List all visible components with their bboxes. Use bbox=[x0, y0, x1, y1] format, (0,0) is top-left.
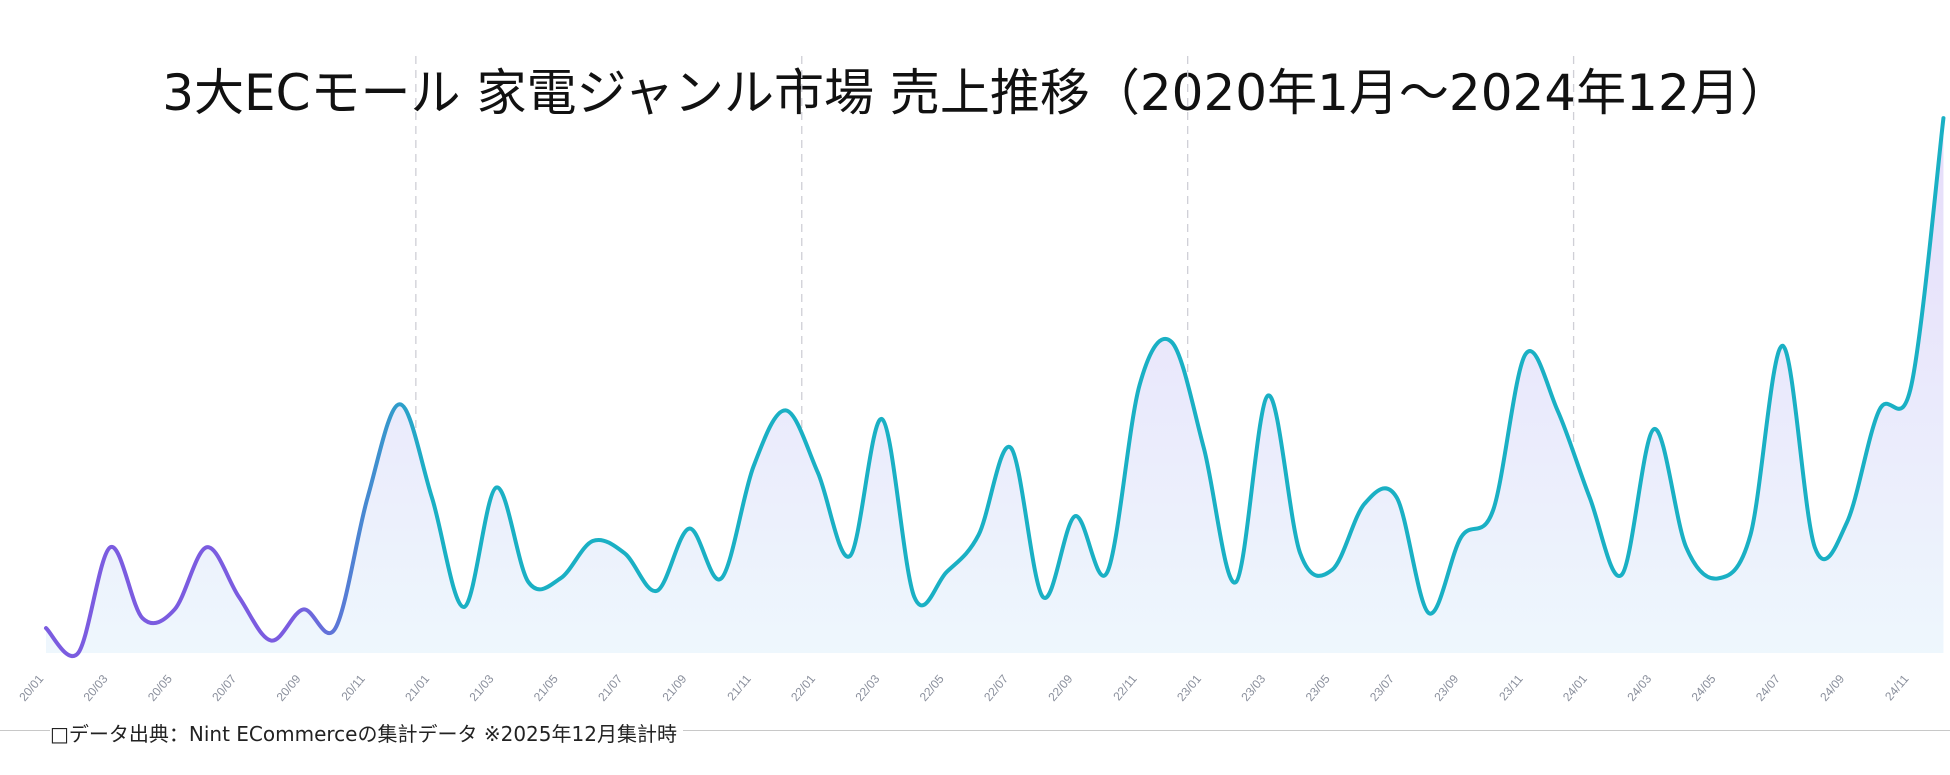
data-point-23/06 bbox=[1362, 501, 1368, 507]
footer-divider bbox=[0, 730, 1950, 731]
data-point-24/11 bbox=[1908, 383, 1914, 389]
data-source-note: □データ出典：Nint ECommerceの集計データ ※2025年12月集計時 bbox=[50, 718, 683, 747]
data-point-22/09 bbox=[1072, 513, 1078, 519]
data-point-23/04 bbox=[1297, 550, 1303, 556]
x-tick-label: 20/09 bbox=[274, 672, 304, 704]
x-tick-label: 24/01 bbox=[1560, 672, 1590, 704]
x-tick-label: 21/11 bbox=[724, 672, 754, 704]
data-point-23/03 bbox=[1265, 392, 1271, 398]
x-tick-label: 23/01 bbox=[1174, 672, 1204, 704]
data-point-20/11 bbox=[365, 495, 371, 501]
data-point-23/02 bbox=[1233, 579, 1239, 585]
data-point-20/08 bbox=[268, 638, 274, 644]
data-point-20/01 bbox=[43, 625, 49, 631]
data-point-21/05 bbox=[558, 575, 564, 581]
data-point-20/10 bbox=[332, 625, 338, 631]
x-tick-label: 20/05 bbox=[145, 672, 175, 704]
data-point-24/02 bbox=[1619, 572, 1625, 578]
x-tick-label: 20/11 bbox=[338, 672, 368, 704]
data-point-21/01 bbox=[429, 495, 435, 501]
data-point-23/09 bbox=[1458, 534, 1464, 540]
data-point-21/04 bbox=[525, 579, 531, 585]
data-point-21/09 bbox=[686, 526, 692, 532]
x-tick-label: 21/03 bbox=[467, 672, 497, 704]
data-point-23/11 bbox=[1522, 351, 1528, 357]
data-point-21/08 bbox=[654, 588, 660, 594]
data-point-20/07 bbox=[236, 594, 242, 600]
chart-title: 3大ECモール 家電ジャンル市場 売上推移（2020年1月～2024年12月） bbox=[162, 64, 1790, 122]
data-point-21/03 bbox=[493, 485, 499, 491]
data-point-20/09 bbox=[300, 606, 306, 612]
x-tick-label: 23/05 bbox=[1303, 672, 1333, 704]
x-tick-label: 24/03 bbox=[1624, 672, 1654, 704]
x-tick-label: 21/09 bbox=[659, 672, 689, 704]
data-point-24/09 bbox=[1844, 519, 1850, 525]
data-point-23/01 bbox=[1201, 445, 1207, 451]
x-tick-label: 21/01 bbox=[402, 672, 432, 704]
data-point-20/04 bbox=[139, 615, 145, 621]
data-point-21/06 bbox=[590, 538, 596, 544]
data-point-24/04 bbox=[1683, 544, 1689, 550]
data-point-24/12 bbox=[1940, 115, 1946, 121]
data-point-20/05 bbox=[172, 606, 178, 612]
data-point-24/08 bbox=[1812, 544, 1818, 550]
data-point-22/01 bbox=[815, 470, 821, 476]
data-point-23/12 bbox=[1555, 407, 1561, 413]
x-tick-label: 23/03 bbox=[1238, 672, 1268, 704]
x-tick-label: 20/07 bbox=[209, 672, 239, 704]
data-point-24/06 bbox=[1747, 532, 1753, 538]
data-point-22/10 bbox=[1104, 569, 1110, 575]
x-tick-label: 23/07 bbox=[1367, 672, 1397, 704]
data-point-23/08 bbox=[1426, 610, 1432, 616]
data-point-20/06 bbox=[204, 544, 210, 550]
data-point-22/08 bbox=[1040, 594, 1046, 600]
x-tick-label: 22/01 bbox=[788, 672, 818, 704]
data-point-23/10 bbox=[1490, 507, 1496, 513]
data-point-23/05 bbox=[1329, 567, 1335, 573]
x-tick-label: 24/05 bbox=[1689, 672, 1719, 704]
x-tick-label: 20/03 bbox=[81, 672, 111, 704]
data-point-22/11 bbox=[1136, 383, 1142, 389]
data-point-22/04 bbox=[911, 594, 917, 600]
x-tick-label: 24/11 bbox=[1882, 672, 1912, 704]
series-line bbox=[44, 116, 1946, 658]
data-point-24/01 bbox=[1587, 495, 1593, 501]
x-tick-label: 20/01 bbox=[16, 672, 46, 704]
x-tick-label: 22/09 bbox=[1045, 672, 1075, 704]
data-point-22/06 bbox=[976, 532, 982, 538]
x-tick-label: 21/05 bbox=[531, 672, 561, 704]
x-tick-label: 24/09 bbox=[1817, 672, 1847, 704]
data-point-22/07 bbox=[1008, 445, 1014, 451]
data-point-20/03 bbox=[107, 544, 113, 550]
x-tick-label: 21/07 bbox=[595, 672, 625, 704]
data-point-21/10 bbox=[718, 575, 724, 581]
area-fill bbox=[46, 118, 1944, 657]
data-point-20/02 bbox=[75, 650, 81, 656]
data-point-21/07 bbox=[622, 550, 628, 556]
data-point-22/02 bbox=[847, 553, 853, 559]
x-tick-label: 23/09 bbox=[1431, 672, 1461, 704]
data-point-23/07 bbox=[1394, 495, 1400, 501]
x-tick-label: 22/03 bbox=[852, 672, 882, 704]
x-tick-label: 22/05 bbox=[917, 672, 947, 704]
data-point-21/12 bbox=[783, 407, 789, 413]
data-point-24/03 bbox=[1651, 426, 1657, 432]
x-tick-label: 24/07 bbox=[1753, 672, 1783, 704]
data-point-24/10 bbox=[1876, 407, 1882, 413]
data-point-24/05 bbox=[1715, 575, 1721, 581]
data-point-21/02 bbox=[461, 604, 467, 610]
x-tick-label: 22/07 bbox=[981, 672, 1011, 704]
x-tick-label: 22/11 bbox=[1110, 672, 1140, 704]
x-tick-label: 23/11 bbox=[1496, 672, 1526, 704]
data-point-22/05 bbox=[943, 569, 949, 575]
data-point-20/12 bbox=[397, 401, 403, 407]
data-point-22/12 bbox=[1169, 339, 1175, 345]
data-point-22/03 bbox=[879, 416, 885, 422]
data-point-24/07 bbox=[1780, 343, 1786, 349]
data-point-21/11 bbox=[751, 463, 757, 469]
